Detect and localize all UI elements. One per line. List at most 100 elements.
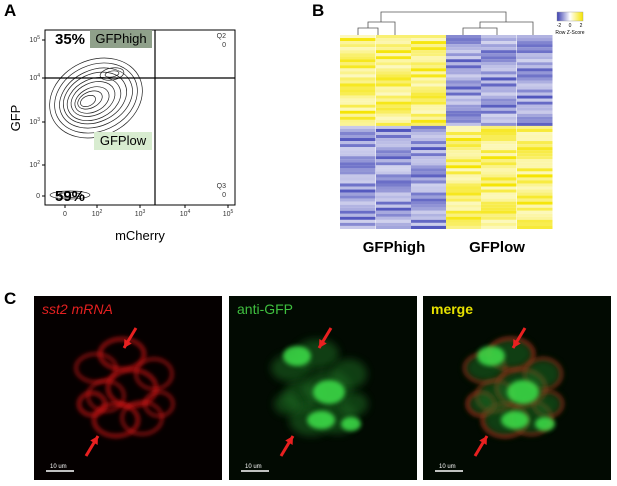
column-label: GFPlow: [469, 239, 525, 256]
heatmap-cell: [446, 119, 482, 123]
heatmap-cell: [411, 207, 447, 211]
heatmap-cell: [517, 59, 553, 63]
heatmap-cell: [340, 180, 376, 184]
heatmap-cell: [340, 183, 376, 187]
heatmap-cell: [411, 62, 447, 66]
heatmap-cell: [376, 189, 412, 193]
heatmap-cell: [340, 71, 376, 75]
heatmap-cell: [376, 71, 412, 75]
tick-base: 10: [180, 211, 188, 218]
heatmap-cell: [340, 189, 376, 193]
heatmap-cell: [411, 92, 447, 96]
heatmap-cell: [517, 107, 553, 111]
heatmap-cell: [517, 71, 553, 75]
heatmap-cell: [411, 144, 447, 148]
heatmap-cell: [481, 104, 517, 108]
heatmap-cell: [481, 138, 517, 142]
heatmap-cell: [340, 101, 376, 105]
arrow-head: [285, 436, 293, 445]
heatmap-cell: [517, 62, 553, 66]
heatmap-cell: [376, 183, 412, 187]
tick-label: 0: [36, 193, 40, 200]
heatmap-cell: [340, 219, 376, 223]
heatmap-cell: [340, 119, 376, 123]
heatmap-cell: [411, 134, 447, 139]
arrow-head: [319, 339, 327, 348]
heatmap-cell: [340, 41, 376, 45]
heatmap-cell: [517, 44, 553, 48]
heatmap-cell: [446, 77, 482, 81]
tick-base: 0: [63, 211, 67, 218]
heatmap-cell: [446, 62, 482, 66]
quadrant-name: Q3: [217, 183, 226, 190]
heatmap-cell: [517, 168, 553, 172]
heatmap-cell: [411, 195, 447, 199]
red-signal: [86, 379, 126, 413]
heatmap-cell: [376, 195, 412, 199]
heatmap-cell: [517, 210, 553, 214]
heatmap-cell: [411, 122, 447, 126]
heatmap-cell: [446, 213, 482, 217]
heatmap-cell: [481, 71, 517, 75]
heatmap-cell: [340, 113, 376, 117]
heatmap-cell: [481, 53, 517, 57]
heatmap-cell: [517, 195, 553, 199]
heatmap-cell: [340, 177, 376, 181]
red-signal: [120, 400, 164, 436]
heatmap-cell: [446, 189, 482, 193]
heatmap-cell: [340, 98, 376, 102]
heatmap-cell: [446, 116, 482, 120]
tick-base: 0: [36, 193, 40, 200]
panel-letter: B: [312, 1, 324, 20]
heatmap-cell: [411, 59, 447, 63]
green-signal: [501, 411, 529, 429]
heatmap-cell: [340, 122, 376, 126]
red-signal: [92, 402, 140, 438]
heatmap-cell: [340, 201, 376, 205]
heatmap-cell: [481, 131, 517, 136]
heatmap-cell: [376, 156, 412, 160]
heatmap-cell: [340, 198, 376, 202]
heatmap-cell: [446, 131, 482, 136]
heatmap-cell: [446, 122, 482, 126]
heatmap-cell: [411, 186, 447, 190]
green-signal: [525, 359, 561, 389]
tick-exponent: 5: [37, 35, 40, 41]
heatmap-cell: [376, 68, 412, 72]
green-signal: [340, 392, 368, 416]
heatmap-cell: [446, 59, 482, 63]
heatmap-cell: [517, 131, 553, 136]
gate-label: GFPlow: [100, 133, 147, 148]
heatmap-cell: [340, 68, 376, 72]
heatmap-cell: [340, 56, 376, 60]
heatmap-cell: [340, 110, 376, 114]
arrow-head: [479, 436, 487, 445]
heatmap-cell: [446, 65, 482, 69]
heatmap-cell: [411, 71, 447, 75]
heatmap-cell: [411, 86, 447, 90]
heatmap-cell: [376, 150, 412, 154]
heatmap-cell: [376, 41, 412, 45]
tick-base: 10: [29, 119, 37, 126]
heatmap-cell: [340, 204, 376, 208]
heatmap-cell: [446, 183, 482, 187]
heatmap-cell: [517, 201, 553, 205]
heatmap-cell: [340, 192, 376, 196]
heatmap-cell: [517, 213, 553, 217]
tick-label: 104: [180, 209, 191, 218]
heatmap-cell: [481, 62, 517, 66]
heatmap-cell: [411, 153, 447, 157]
heatmap-cell: [376, 131, 412, 136]
heatmap-cell: [411, 68, 447, 72]
heatmap-cell: [340, 147, 376, 151]
heatmap-cell: [446, 180, 482, 184]
heatmap-cell: [517, 68, 553, 72]
heatmap-cell: [376, 192, 412, 196]
heatmap-cell: [340, 195, 376, 199]
quadrant-value: 0: [222, 42, 226, 49]
heatmap-cell: [481, 141, 517, 145]
heatmap-cell: [446, 89, 482, 93]
heatmap-cell: [481, 113, 517, 117]
heatmap-cell: [446, 162, 482, 166]
heatmap-cell: [446, 168, 482, 172]
